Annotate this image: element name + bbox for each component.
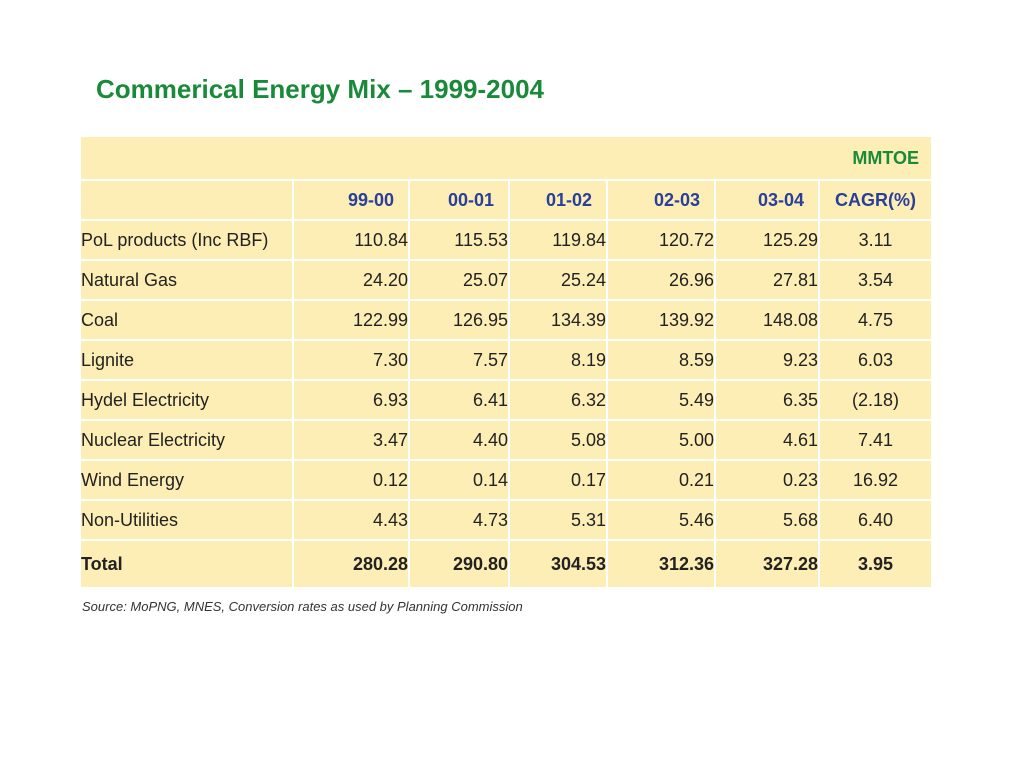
row-label: Wind Energy [81,460,294,501]
value-cell: 6.35 [715,380,820,421]
row-label: PoL products (Inc RBF) [81,220,294,261]
row-label: Nuclear Electricity [81,420,294,461]
value-cell: 6.32 [509,380,608,421]
cagr-cell: (2.18) [819,380,932,421]
value-cell: 312.36 [607,540,716,588]
value-cell: 27.81 [715,260,820,301]
row-label: Total [81,540,294,588]
value-cell: 5.00 [607,420,716,461]
value-cell: 5.49 [607,380,716,421]
value-cell: 126.95 [409,300,510,341]
value-cell: 5.08 [509,420,608,461]
value-cell: 125.29 [715,220,820,261]
value-cell: 139.92 [607,300,716,341]
header-cell-99-00: 99-00 [293,180,410,221]
table-row: Lignite 7.30 7.57 8.19 8.59 9.23 6.03 [81,340,932,381]
header-row: 99-00 00-01 01-02 02-03 03-04 CAGR(%) [81,180,932,221]
table-row: Wind Energy 0.12 0.14 0.17 0.21 0.23 16.92 [81,460,932,501]
value-cell: 148.08 [715,300,820,341]
value-cell: 0.17 [509,460,608,501]
table-row: Coal 122.99 126.95 134.39 139.92 148.08 4.75 [81,300,932,341]
table-row: Hydel Electricity 6.93 6.41 6.32 5.49 6.35 (2.… [81,380,932,421]
value-cell: 24.20 [293,260,410,301]
row-label: Non-Utilities [81,500,294,541]
unit-row: MMTOE [81,137,932,181]
row-label: Hydel Electricity [81,380,294,421]
header-cell-blank [81,180,294,221]
energy-mix-table-container: MMTOE 99-00 00-01 01-02 02-03 03-04 CAGR… [81,137,932,588]
value-cell: 6.93 [293,380,410,421]
value-cell: 9.23 [715,340,820,381]
cagr-cell: 6.03 [819,340,932,381]
table-row: Nuclear Electricity 3.47 4.40 5.08 5.00 4.61 7… [81,420,932,461]
value-cell: 115.53 [409,220,510,261]
value-cell: 3.47 [293,420,410,461]
header-cell-01-02: 01-02 [509,180,608,221]
value-cell: 0.12 [293,460,410,501]
value-cell: 6.41 [409,380,510,421]
value-cell: 0.14 [409,460,510,501]
value-cell: 119.84 [509,220,608,261]
header-cell-cagr: CAGR(%) [819,180,932,221]
value-cell: 0.23 [715,460,820,501]
energy-mix-table: MMTOE 99-00 00-01 01-02 02-03 03-04 CAGR… [81,137,932,588]
value-cell: 4.43 [293,500,410,541]
value-cell: 0.21 [607,460,716,501]
value-cell: 327.28 [715,540,820,588]
row-label: Lignite [81,340,294,381]
total-row: Total 280.28 290.80 304.53 312.36 327.28 3.95 [81,540,931,588]
value-cell: 7.57 [409,340,510,381]
value-cell: 280.28 [293,540,410,588]
value-cell: 8.19 [509,340,608,381]
value-cell: 5.46 [607,500,716,541]
value-cell: 4.40 [409,420,510,461]
cagr-cell: 6.40 [819,500,932,541]
cagr-cell: 4.75 [819,300,932,341]
page-title: Commerical Energy Mix – 1999-2004 [96,74,545,104]
cagr-cell: 3.95 [857,554,894,574]
header-cell-00-01: 00-01 [409,180,510,221]
unit-label: MMTOE [81,137,932,181]
table-row: Non-Utilities 4.43 4.73 5.31 5.46 5.68 6.40 [81,500,932,541]
value-cell: 25.24 [509,260,608,301]
header-cell-02-03: 02-03 [607,180,716,221]
cagr-cell: 16.92 [819,460,932,501]
cagr-cell: 3.11 [819,220,932,261]
row-label: Natural Gas [81,260,294,301]
value-cell: 120.72 [607,220,716,261]
cagr-cell: 7.41 [819,420,932,461]
value-cell: 4.73 [409,500,510,541]
source-note: Source: MoPNG, MNES, Conversion rates as… [82,599,523,614]
value-cell: 134.39 [509,300,608,341]
value-cell: 304.53 [509,540,608,588]
header-cell-03-04: 03-04 [715,180,820,221]
value-cell: 122.99 [293,300,410,341]
value-cell: 5.68 [715,500,820,541]
value-cell: 290.80 [409,540,510,588]
row-label: Coal [81,300,294,341]
table-row: Natural Gas 24.20 25.07 25.24 26.96 27.81 3.54 [81,260,932,301]
value-cell: 26.96 [607,260,716,301]
value-cell: 7.30 [293,340,410,381]
value-cell: 8.59 [607,340,716,381]
value-cell: 4.61 [715,420,820,461]
table-row: PoL products (Inc RBF) 110.84 115.53 119.84… [81,220,932,261]
cagr-cell: 3.54 [819,260,932,301]
value-cell: 5.31 [509,500,608,541]
value-cell: 110.84 [293,220,410,261]
value-cell: 25.07 [409,260,510,301]
